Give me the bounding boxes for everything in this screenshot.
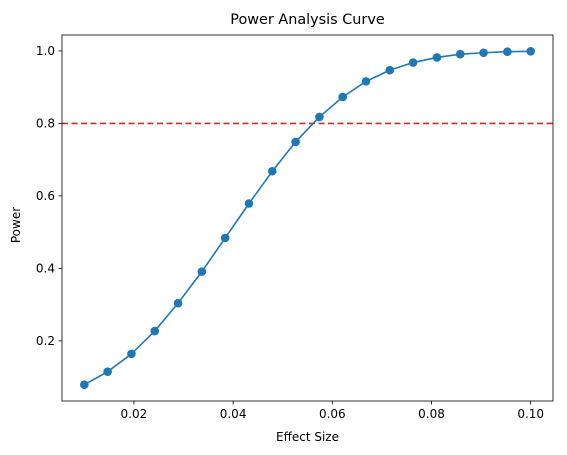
data-point	[361, 77, 371, 86]
data-point	[315, 112, 324, 122]
data-point	[338, 92, 348, 102]
x-tick-label: 0.06	[319, 407, 346, 421]
y-tick-label: 0.6	[36, 189, 55, 203]
chart-title: Power Analysis Curve	[230, 12, 385, 28]
data-point	[173, 298, 183, 308]
axes-frame	[61, 34, 554, 402]
data-point	[197, 267, 207, 276]
data-point	[291, 137, 300, 147]
y-tick-label: 0.2	[36, 334, 55, 348]
data-point	[267, 166, 277, 176]
data-point	[80, 380, 89, 389]
data-point	[479, 48, 488, 58]
data-point	[455, 49, 465, 59]
data-point	[503, 47, 512, 56]
data-point	[103, 367, 112, 376]
series-line-0	[83, 50, 531, 386]
data-point	[432, 53, 442, 62]
data-point	[220, 233, 230, 243]
y-axis-label: Power	[9, 207, 23, 243]
x-tick-label: 0.08	[418, 407, 445, 421]
data-point	[526, 47, 535, 56]
x-tick-label: 0.02	[121, 407, 148, 421]
data-point	[244, 199, 254, 208]
data-point	[408, 58, 418, 67]
y-tick-label: 0.8	[36, 117, 55, 131]
x-axis-label: Effect Size	[276, 430, 339, 444]
plot-area: 0.02 0.04 0.06 0.08 0.10 0.2 0.4 0.6 0.8 1.0	[36, 34, 554, 421]
data-point	[385, 65, 395, 75]
x-tick-label: 0.04	[220, 407, 247, 421]
data-point	[127, 349, 136, 359]
x-tick-label: 0.10	[517, 407, 544, 421]
y-tick-label: 1.0	[36, 44, 55, 58]
data-point	[150, 326, 160, 336]
y-tick-label: 0.4	[36, 262, 55, 276]
